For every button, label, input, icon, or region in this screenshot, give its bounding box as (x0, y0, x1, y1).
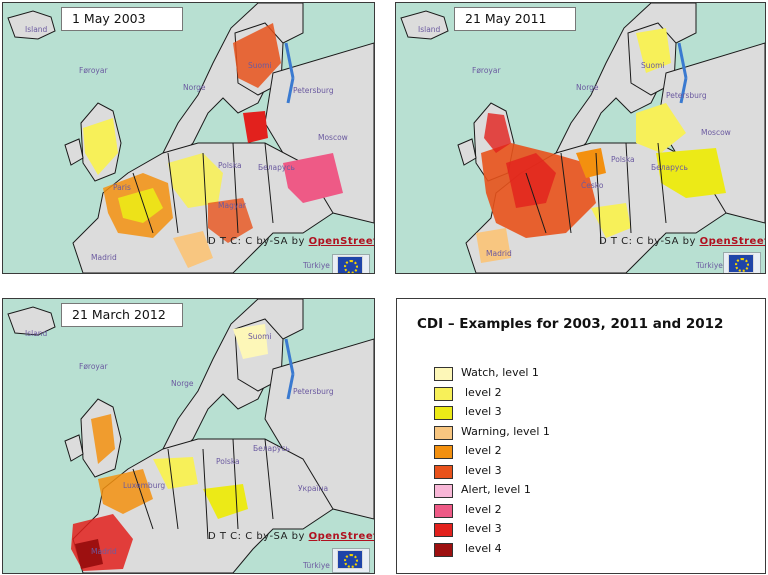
legend-label: level 4 (465, 541, 502, 555)
osm-link[interactable]: OpenStreetMap (308, 531, 374, 542)
legend-label: level 2 (465, 444, 502, 457)
map-label: Luxemburg (123, 481, 166, 490)
legend-swatch (434, 425, 453, 440)
map-label: Island (25, 25, 48, 34)
legend-swatch (434, 445, 453, 459)
attribution-text: D T C: C by-SA by (599, 236, 696, 247)
legend-label: Alert, level 1 (461, 483, 531, 496)
attribution-text: D T C: C by-SA by (208, 531, 305, 542)
map-label: Norge (576, 83, 599, 92)
legend-swatch (434, 386, 453, 401)
legend-swatch (434, 464, 453, 479)
legend-swatch (434, 367, 453, 381)
map-date-label: 21 May 2011 (454, 7, 576, 31)
map-label: Türkiye (303, 561, 330, 570)
legend-swatch (434, 542, 453, 557)
eu-flag-icon (728, 254, 754, 273)
attribution: D T C: C by-SA by OpenStreetMap (208, 531, 374, 542)
legend-label: Watch, level 1 (461, 366, 539, 379)
map-label: Moscow (701, 128, 731, 137)
map-label: Polska (611, 155, 635, 164)
map-label: Беларусь (651, 163, 688, 172)
osm-link[interactable]: OpenStreetMap (699, 236, 765, 247)
map-2011 (396, 3, 765, 273)
legend-label: level 3 (465, 405, 502, 418)
map-label: Island (418, 25, 441, 34)
map-label: Petersburg (293, 86, 334, 95)
legend-swatch (434, 484, 453, 498)
map-label: Беларусь (253, 444, 290, 453)
map-panel-2012: 21 March 2012 Island Føroyar Norge Suomi… (2, 298, 375, 574)
eu-flag-icon (337, 256, 363, 273)
map-2012 (3, 299, 374, 573)
map-label: Suomi (248, 61, 272, 70)
map-label: Føroyar (79, 66, 108, 75)
map-label: Moscow (318, 133, 348, 142)
map-label: Madrid (91, 547, 117, 556)
map-label: Føroyar (472, 66, 501, 75)
map-label: Madrid (486, 249, 512, 258)
map-date-label: 21 March 2012 (61, 303, 183, 327)
map-label: Türkiye (303, 261, 330, 270)
legend-swatch (434, 503, 453, 518)
map-label: Polska (218, 161, 242, 170)
attribution: D T C: C by-SA by OpenStreetMap (599, 236, 765, 247)
map-label: Norge (183, 83, 206, 92)
map-panel-2011: 21 May 2011 Island Føroyar Norge Suomi P… (395, 2, 766, 274)
legend-panel: CDI – Examples for 2003, 2011 and 2012 W… (396, 298, 766, 574)
map-label: Madrid (91, 253, 117, 262)
map-label: Island (25, 329, 48, 338)
attribution: D T C: C by-SA by OpenStreetMap (208, 236, 374, 247)
legend-label: Warning, level 1 (461, 424, 550, 438)
map-date-label: 1 May 2003 (61, 7, 183, 31)
map-label: Україна (298, 484, 329, 493)
map-label: Česko (581, 181, 604, 190)
legend-label: level 2 (465, 502, 502, 516)
legend-swatch (434, 523, 453, 537)
map-label: Føroyar (79, 362, 108, 371)
map-label: Norge (171, 379, 194, 388)
legend-label: level 3 (465, 522, 502, 535)
legend-swatch (434, 406, 453, 420)
map-panel-2003: 1 May 2003 Island Føroyar Norge Suomi Pe… (2, 2, 375, 274)
eu-flag-icon (337, 550, 363, 569)
attribution-text: D T C: C by-SA by (208, 236, 305, 247)
legend-title: CDI – Examples for 2003, 2011 and 2012 (417, 316, 724, 332)
map-2003 (3, 3, 374, 273)
map-label: Suomi (641, 61, 665, 70)
legend-label: level 3 (465, 463, 502, 477)
map-label: Petersburg (666, 91, 707, 100)
map-label: Suomi (248, 332, 272, 341)
legend-label: level 2 (465, 385, 502, 399)
map-label: Paris (113, 183, 131, 192)
map-label: Magyar (218, 201, 246, 210)
map-label: Polska (216, 457, 240, 466)
map-label: Беларусь (258, 163, 295, 172)
map-label: Petersburg (293, 387, 334, 396)
osm-link[interactable]: OpenStreetMap (308, 236, 374, 247)
map-label: Türkiye (696, 261, 723, 270)
